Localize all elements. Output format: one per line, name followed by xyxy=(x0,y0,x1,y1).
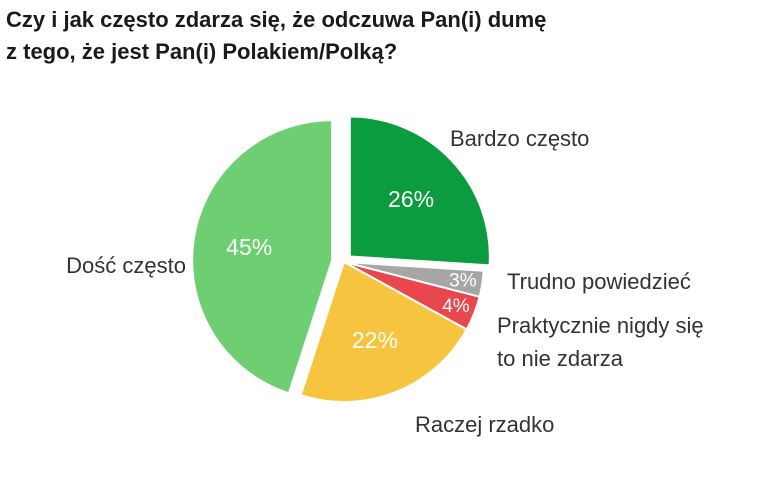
pie-slice-raczej-rzadko xyxy=(299,260,469,403)
slice-category-label-trudno-powiedziec: Trudno powiedzieć xyxy=(507,269,691,294)
slice-value-label-raczej-rzadko: 22% xyxy=(352,327,398,353)
pie-slice-dosc-czesto xyxy=(191,119,334,395)
slice-category-label-dosc-czesto: Dość często xyxy=(66,253,186,278)
slice-category-label-bardzo-czesto: Bardzo często xyxy=(450,126,589,151)
slice-value-label-dosc-czesto: 45% xyxy=(226,234,272,260)
slice-category-label-praktycznie-nigdy-sie: Praktycznie nigdy się to nie zdarza xyxy=(497,313,704,371)
slice-category-label-raczej-rzadko: Raczej rzadko xyxy=(415,412,554,437)
chart-title: Czy i jak często zdarza się, że odczuwa … xyxy=(6,7,547,64)
pie-slice-bardzo-czesto xyxy=(348,115,491,267)
slice-value-label-bardzo-czesto: 26% xyxy=(388,186,434,212)
pie-slices xyxy=(191,115,491,403)
slice-category-labels: Bardzo często Trudno powiedzieć Praktyczni… xyxy=(66,126,703,437)
slice-value-label-praktycznie-nigdy-sie: 4% xyxy=(442,296,470,317)
slice-value-labels: 26% 3% 4% 22% 45% xyxy=(226,186,477,353)
slice-value-label-trudno-powiedziec: 3% xyxy=(449,270,477,291)
